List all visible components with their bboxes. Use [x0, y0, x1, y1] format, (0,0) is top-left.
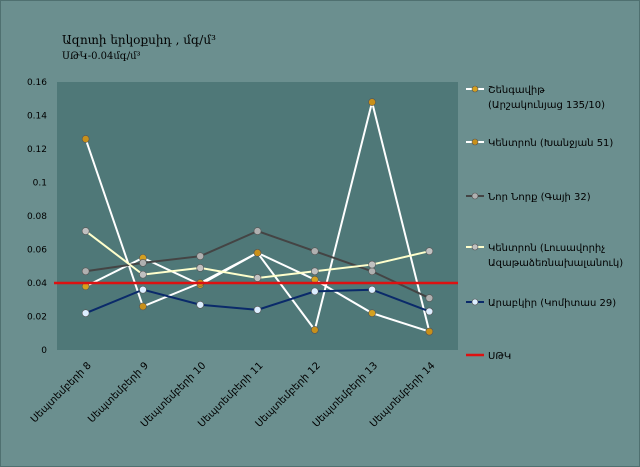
data-point [81, 267, 90, 276]
x-tick-label: Սեպտեմբերի 9 [86, 360, 151, 425]
data-point [368, 285, 376, 294]
data-point [81, 227, 90, 235]
data-point [139, 302, 147, 311]
legend-swatch-marker [471, 192, 479, 200]
chart-title: Ազոտի երկօքսիդ , մգ/մ³ [62, 33, 216, 47]
y-tick-label: 0.14 [27, 112, 47, 122]
data-point [368, 260, 376, 269]
legend-item: Արաբկիր (Կոմիտաս 29) [466, 298, 616, 309]
data-point [196, 264, 205, 272]
y-tick-label: 0.08 [27, 212, 47, 222]
y-tick-label: 0.16 [27, 78, 47, 88]
data-point [139, 270, 147, 279]
data-point [139, 259, 147, 267]
y-axis: 0 0.02 0.04 0.06 0.08 0.1 0.12 0.14 0.16 [27, 78, 47, 356]
legend-label: Կենտրոն (Լուսավորիչ Ազաթաձեռնախալանուկ) [488, 243, 623, 269]
legend-item: ՍԹԿ [466, 351, 511, 362]
y-tick-label: 0.02 [27, 313, 47, 323]
series-layer [54, 98, 458, 336]
legend-label: Արաբկիր (Կոմիտաս 29) [488, 298, 616, 309]
legend-swatch-marker [471, 298, 479, 306]
data-point [253, 305, 262, 314]
series-4 [81, 285, 434, 317]
series-2 [81, 227, 434, 302]
chart-subtitle: ՍԹԿ-0.04մգ/մ³ [62, 51, 141, 62]
y-tick-label: 0 [41, 346, 47, 356]
legend-label: ՍԹԿ [488, 351, 511, 362]
y-tick-label: 0.1 [33, 179, 47, 189]
data-point [196, 300, 205, 309]
legend-item: Շենգավիթ (Արշակունյաց 135/10) [466, 85, 605, 111]
legend-swatch-marker [471, 85, 479, 93]
data-point [253, 227, 262, 235]
data-point [253, 274, 262, 282]
data-point [425, 247, 434, 255]
data-point [310, 287, 319, 296]
legend-item: Կենտրոն (Լուսավորիչ Ազաթաձեռնախալանուկ) [466, 243, 623, 269]
legend-swatch-marker [471, 243, 479, 251]
data-point [310, 326, 319, 334]
y-tick-label: 0.04 [27, 279, 47, 289]
data-point [425, 327, 434, 336]
x-tick-label: Սեպտեմբերի 14 [368, 360, 437, 429]
series-3 [81, 227, 434, 282]
data-point [139, 285, 147, 294]
legend-item: Նոր Նորք (Գայի 32) [466, 192, 591, 203]
legend-label: Նոր Նորք (Գայի 32) [488, 192, 591, 203]
legend-label: Շենգավիթ (Արշակունյաց 135/10) [488, 85, 605, 111]
legend-item: Կենտրոն (Խանջյան 51) [466, 138, 613, 149]
data-point [310, 247, 319, 255]
data-point [81, 309, 90, 317]
legend-swatch-marker [471, 138, 479, 146]
data-point [253, 249, 262, 257]
data-point [425, 307, 434, 316]
legend: Շենգավիթ (Արշակունյաց 135/10) Կենտրոն (Խան… [466, 85, 623, 362]
data-point [368, 309, 376, 317]
data-point [310, 267, 319, 276]
y-tick-label: 0.06 [27, 246, 47, 256]
data-point [196, 252, 205, 261]
data-point [425, 294, 434, 302]
plot-area [57, 82, 458, 350]
x-tick-label: Սեպտեմբերի 8 [29, 360, 94, 425]
y-tick-label: 0.12 [27, 145, 47, 155]
data-point [368, 267, 376, 276]
data-point [81, 135, 90, 143]
legend-label: Կենտրոն (Խանջյան 51) [488, 138, 613, 149]
data-point [368, 98, 376, 106]
